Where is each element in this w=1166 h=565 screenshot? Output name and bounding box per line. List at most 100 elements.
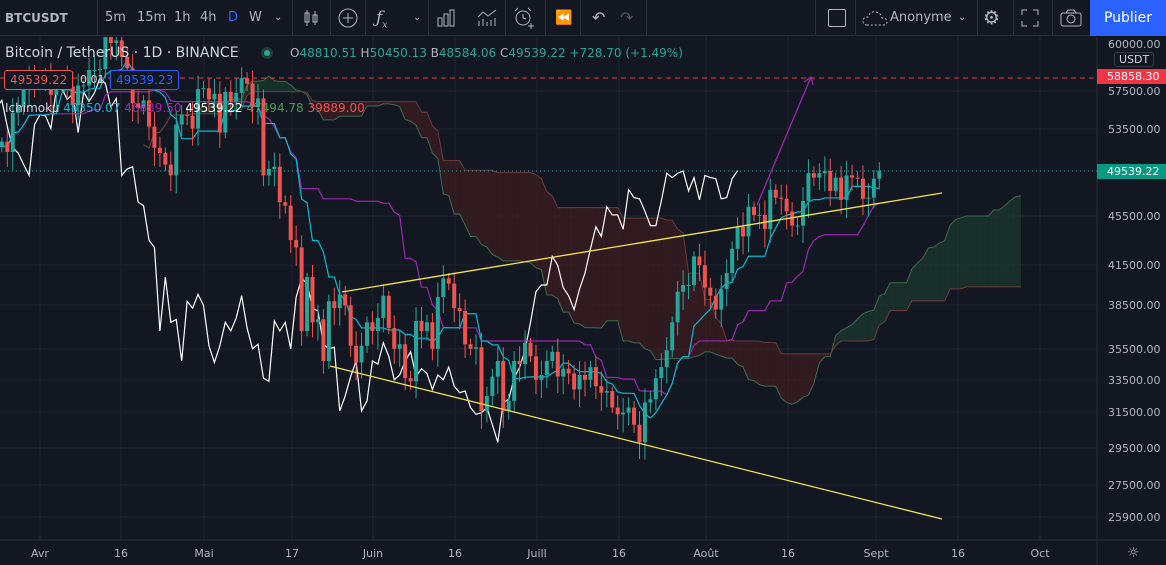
divider	[97, 0, 98, 36]
candle-body	[87, 70, 92, 86]
sell-button[interactable]: 49539.22	[4, 70, 74, 90]
camera-icon[interactable]	[1060, 8, 1082, 28]
candle-body	[397, 344, 402, 349]
cloud-segment	[601, 207, 607, 328]
divider	[646, 0, 647, 36]
indicators-fx-icon[interactable]: ƒx	[376, 8, 388, 31]
cloud-segment	[317, 101, 324, 120]
alarm-clock-icon[interactable]	[512, 6, 536, 30]
cloud-segment	[928, 246, 934, 301]
price-tick: 60000.00	[1108, 38, 1161, 51]
candle-body	[419, 320, 424, 331]
candle-body	[206, 88, 211, 100]
divider	[545, 0, 546, 36]
cloud-segment	[813, 353, 820, 384]
candle-body	[239, 78, 244, 93]
cloud-segment	[764, 342, 771, 387]
candle-body	[103, 37, 108, 70]
price-tick: 31500.00	[1108, 406, 1161, 419]
candle-body	[108, 37, 113, 44]
candle-body	[501, 360, 506, 411]
candle-body	[196, 89, 201, 129]
cloud-segment	[694, 273, 700, 357]
publish-button[interactable]: Publier	[1090, 0, 1166, 36]
change-value: +728.70 (+1.49%)	[569, 46, 683, 60]
candle-body	[860, 178, 865, 199]
bar-chart-icon[interactable]	[436, 8, 456, 28]
intervals-chevron-down-icon[interactable]: ⌄	[274, 12, 283, 23]
candle-body	[490, 376, 495, 396]
settings-sun-icon[interactable]: ☼	[1127, 545, 1140, 561]
user-name[interactable]: Anonyme	[890, 10, 952, 25]
chart-canvas[interactable]	[0, 37, 1166, 565]
cloud-segment	[732, 340, 738, 365]
candle-body	[642, 402, 647, 443]
buy-button[interactable]: 49539.23	[110, 70, 180, 90]
symbol-search[interactable]: BTCUSDT	[5, 11, 68, 25]
currency-badge[interactable]: USDT	[1114, 52, 1155, 67]
indicators-chevron-down-icon[interactable]: ⌄	[413, 12, 422, 23]
candle-body	[152, 126, 157, 148]
price-tick: 45500.00	[1108, 210, 1161, 223]
candle-body	[370, 322, 375, 331]
cloud-segment	[492, 170, 498, 258]
candle-body	[593, 367, 598, 387]
drawings[interactable]	[0, 75, 1097, 520]
candle-body	[790, 211, 795, 226]
redo-icon[interactable]: ↷	[620, 8, 634, 27]
candle-body	[801, 201, 805, 226]
candle-body	[272, 166, 277, 169]
candle-body	[212, 93, 217, 100]
cloud-segment	[868, 310, 874, 341]
time-tick: Avr	[31, 547, 49, 560]
interval-4h[interactable]: 4h	[200, 10, 217, 25]
cloud-segment	[644, 218, 651, 351]
candle-body	[806, 173, 811, 202]
user-chevron-down-icon[interactable]: ⌄	[958, 12, 967, 23]
cloud-segment	[552, 195, 558, 299]
cloud-segment	[901, 282, 907, 311]
gear-icon[interactable]: ⚙	[983, 7, 1001, 29]
candle-body	[610, 391, 615, 408]
fullscreen-icon[interactable]	[1020, 8, 1040, 28]
candle-body	[305, 277, 310, 331]
interval-5m[interactable]: 5m	[105, 10, 126, 25]
divider	[855, 0, 856, 36]
cloud-segment	[639, 218, 645, 349]
candles-icon[interactable]	[301, 8, 321, 28]
price-tick: 27500.00	[1108, 479, 1161, 492]
cloud-segment	[508, 172, 515, 261]
cloud-segment	[617, 207, 624, 341]
cloud-segment	[1015, 195, 1021, 287]
cloud-segment	[922, 247, 929, 301]
cloud-segment	[595, 207, 602, 328]
templates-icon[interactable]	[476, 8, 498, 28]
undo-icon[interactable]: ↶	[592, 8, 606, 27]
candle-body	[217, 93, 222, 133]
ichimoku-legend[interactable]: Ichimoku 48350.07 46639.50 49539.22 4749…	[5, 101, 365, 115]
interval-15m[interactable]: 15m	[137, 10, 167, 25]
candle-body	[125, 56, 130, 69]
candle-body	[136, 103, 141, 108]
layout-square-icon[interactable]	[828, 9, 846, 27]
cloud-segment	[563, 207, 569, 313]
interval-1h[interactable]: 1h	[174, 10, 191, 25]
candle-body	[185, 114, 190, 116]
cloud-segment	[966, 216, 972, 287]
time-tick: Sept	[863, 547, 889, 560]
interval-1d[interactable]: D	[228, 10, 239, 25]
replay-icon[interactable]: ⏪	[555, 10, 573, 26]
cloud-segment	[988, 210, 994, 287]
cloud-segment	[606, 207, 613, 321]
interval-1w[interactable]: W	[249, 10, 262, 25]
candle-body	[544, 360, 549, 375]
add-compare-icon[interactable]	[337, 7, 359, 29]
market-status-dot[interactable]	[261, 47, 273, 59]
tenkan-value: 48350.07	[63, 101, 121, 115]
cloud-segment	[568, 207, 575, 324]
cloud-segment	[590, 207, 596, 328]
kijun-line	[1, 89, 880, 396]
time-tick: 16	[448, 547, 462, 560]
candle-body	[495, 360, 500, 377]
candle-body	[343, 294, 348, 306]
